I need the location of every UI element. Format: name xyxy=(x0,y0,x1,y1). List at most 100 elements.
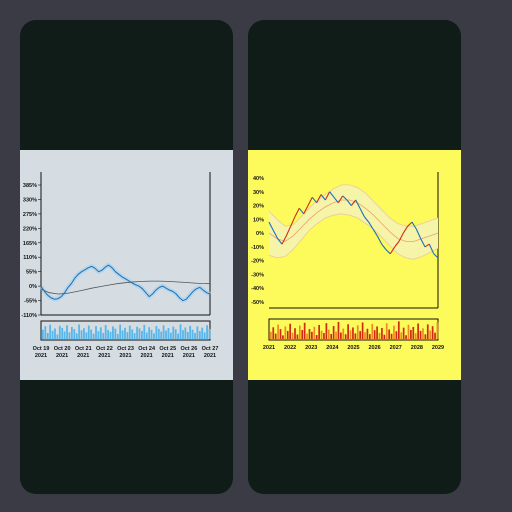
price-chart-percent-daily: -110% -55% 0% 55% 110% 165% 220% 275% 330% 385% O… xyxy=(20,150,233,380)
y-tick-label: 385% xyxy=(23,183,37,189)
volume-bar xyxy=(315,335,318,339)
volume-bar xyxy=(189,325,192,339)
volume-bar xyxy=(61,327,64,339)
volume-bar xyxy=(165,330,167,339)
volume-bar xyxy=(148,327,151,339)
series-price-segment xyxy=(415,228,422,239)
volume-bar xyxy=(270,331,272,339)
volume-bar xyxy=(332,326,335,339)
series-price-segment xyxy=(277,238,283,245)
volume-bar xyxy=(424,334,427,339)
series-price-segment xyxy=(428,243,435,255)
y-tick-label: -40% xyxy=(251,286,264,292)
volume-bar xyxy=(426,324,429,339)
y-tick-label: 110% xyxy=(23,255,37,261)
series-price-segment xyxy=(342,195,348,201)
series-price-segment xyxy=(303,205,309,215)
volume-bar xyxy=(356,325,359,339)
volume-bar xyxy=(272,327,275,339)
volume-bar xyxy=(429,330,432,339)
volume-bar xyxy=(66,325,68,339)
volume-bar xyxy=(70,327,73,339)
volume-bar xyxy=(325,323,328,339)
series-price-segment xyxy=(337,195,344,204)
volume-bar xyxy=(124,327,126,339)
volume-bar xyxy=(400,332,403,339)
volume-bar xyxy=(179,324,182,339)
x-tick-year: 2021 xyxy=(162,353,174,359)
volume-bar xyxy=(90,329,93,339)
volume-bar xyxy=(87,325,90,339)
x-tick-label: Oct 26 xyxy=(180,346,197,352)
band-fill xyxy=(269,184,438,260)
volume-bar xyxy=(116,334,119,339)
x-tick-year: 2021 xyxy=(119,353,131,359)
y-tick-label: 20% xyxy=(253,204,264,210)
volume-bar xyxy=(184,327,187,339)
y-tick-label: -50% xyxy=(251,300,264,306)
series-moving-average-line xyxy=(40,280,211,295)
volume-bar xyxy=(97,331,100,339)
volume-bar xyxy=(78,324,81,339)
series-price-segment xyxy=(298,207,305,215)
volume-bar xyxy=(131,329,134,339)
series-price-segment xyxy=(329,191,335,198)
volume-bar xyxy=(419,330,422,339)
volume-bar xyxy=(182,330,184,339)
volume-bar xyxy=(162,325,165,339)
volume-bar xyxy=(68,332,71,339)
volume-bar xyxy=(104,325,107,339)
volume-bar xyxy=(385,323,388,339)
volume-bar xyxy=(402,327,405,339)
volume-bar xyxy=(126,332,129,339)
volume-bar xyxy=(395,331,398,339)
volume-bar xyxy=(201,327,204,339)
volume-bar xyxy=(366,328,369,339)
series-price-segment xyxy=(355,199,361,209)
x-tick-label: 2028 xyxy=(411,345,423,351)
volume-bar xyxy=(354,333,357,339)
x-tick-year: 2021 xyxy=(77,353,89,359)
y-tick-label: 55% xyxy=(26,270,37,276)
volume-bar xyxy=(330,333,333,339)
volume-bar xyxy=(347,324,349,339)
volume-bar xyxy=(323,333,325,339)
volume-bar xyxy=(417,323,419,339)
volume-bar xyxy=(46,333,49,339)
series-price-segment xyxy=(402,225,409,234)
x-tick-label: Oct 20 xyxy=(54,346,71,352)
volume-bar xyxy=(56,334,59,339)
series-price-segment xyxy=(411,221,417,230)
x-tick-label: 2021 xyxy=(263,345,275,351)
volume-bar xyxy=(291,332,294,339)
volume-bar xyxy=(150,329,153,339)
x-tick-label: 2026 xyxy=(369,345,381,351)
volume-bar xyxy=(99,327,102,339)
volume-bar xyxy=(121,330,124,339)
volume-bar xyxy=(390,333,393,339)
chart-card-left: -110% -55% 0% 55% 110% 165% 220% 275% 330% 385% O… xyxy=(20,20,233,494)
volume-bar xyxy=(198,331,201,339)
series-price-segment xyxy=(290,216,296,227)
volume-bar xyxy=(208,328,211,339)
series-price-segment xyxy=(346,199,352,206)
band-upper-line xyxy=(268,184,439,227)
y-tick-label: 330% xyxy=(23,197,37,203)
volume-bar xyxy=(155,325,158,339)
y-tick-label: 275% xyxy=(23,212,37,218)
series-price-segment xyxy=(398,232,404,242)
volume-bar xyxy=(172,326,175,339)
volume-bar xyxy=(128,325,131,339)
volume-bar xyxy=(109,331,112,339)
volume-bar xyxy=(102,332,105,339)
volume-bar xyxy=(145,332,148,339)
volume-bar xyxy=(313,326,316,339)
series-price-segment xyxy=(372,228,378,237)
volume-bar xyxy=(143,324,146,339)
volume-bar xyxy=(279,329,282,339)
volume-bar xyxy=(157,328,160,339)
x-tick-label: 2024 xyxy=(326,345,339,351)
volume-bar xyxy=(167,328,170,339)
x-tick-label: Oct 24 xyxy=(138,346,156,352)
volume-bar xyxy=(169,332,172,339)
